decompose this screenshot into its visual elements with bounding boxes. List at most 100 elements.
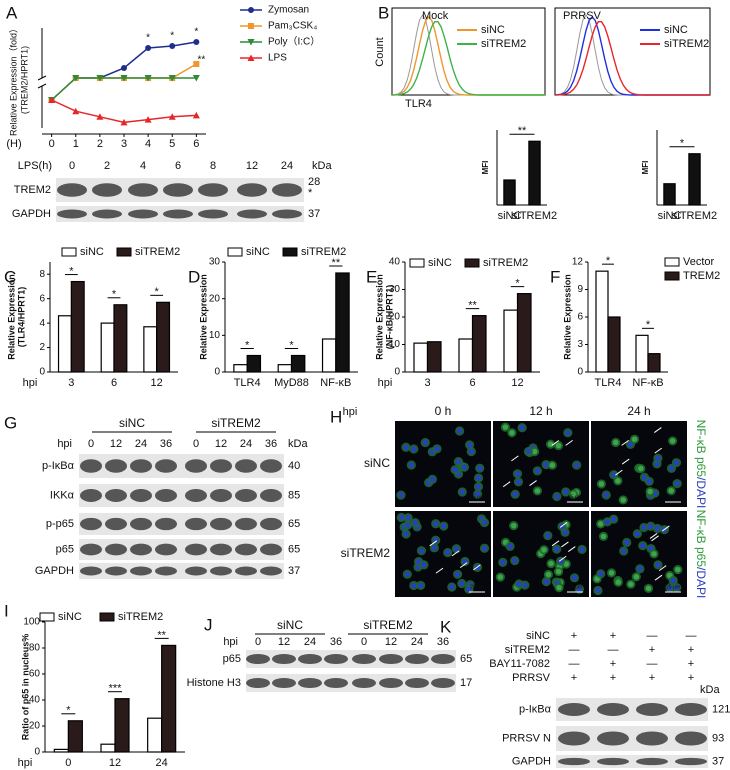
nucleus [509, 429, 515, 436]
nucleus [403, 444, 409, 451]
axis-break [37, 75, 47, 81]
blot-band [185, 489, 207, 502]
blot-band [57, 209, 87, 219]
blot-band [246, 653, 270, 665]
significance: * [245, 339, 250, 351]
row-label: GAPDH [35, 565, 74, 577]
nucleus [454, 571, 461, 578]
size-label: 40 [288, 460, 300, 472]
y-tick-label: 20 [29, 721, 41, 732]
x-tick-label: 3 [121, 138, 127, 150]
arrow [654, 574, 663, 581]
nucleus [455, 458, 462, 465]
arrow [502, 481, 511, 488]
bar [663, 183, 676, 206]
row-label: p-IκBα [519, 703, 552, 715]
y-tick-label: 8 [39, 269, 45, 280]
size-label: 93 [712, 732, 724, 744]
nucleus [474, 491, 481, 498]
lane-label: 36 [265, 438, 277, 450]
lane-label: 24 [281, 160, 293, 172]
y-axis-label: (NF-κB/HPRT1) [384, 285, 394, 350]
marker [96, 113, 104, 120]
x-tick-label: siNC [658, 210, 682, 222]
condition-sign: — [647, 630, 658, 642]
blot-band [130, 566, 152, 576]
nucleus [555, 442, 562, 449]
marker [120, 75, 128, 82]
nucleus [453, 545, 460, 552]
bar [321, 338, 337, 373]
size-label: 37 [712, 755, 724, 767]
nucleus [466, 442, 473, 448]
bar [413, 342, 429, 373]
blot-band [105, 517, 127, 531]
significance: * [155, 286, 160, 298]
significance: * [194, 27, 198, 38]
nucleus [475, 475, 482, 481]
y-tick-label: 9 [577, 284, 583, 295]
nucleus [408, 462, 415, 468]
y-tick-label: 3 [577, 339, 583, 350]
blot-strip [79, 563, 284, 579]
nucleus [452, 466, 458, 473]
bar [595, 270, 609, 373]
nucleus [462, 558, 468, 565]
nucleus [604, 519, 611, 525]
panel-letter: K [440, 617, 452, 636]
nucleus [595, 587, 601, 594]
lane-label: 12 [215, 438, 227, 450]
nucleus [603, 492, 610, 498]
scale-label: 25 μm [666, 494, 680, 500]
blot-band [675, 757, 707, 766]
legend-label: siNC [58, 611, 82, 623]
blot-band [198, 183, 228, 197]
bar [516, 293, 532, 373]
significance: ** [197, 55, 205, 66]
significance: *** [109, 683, 123, 695]
nucleus [547, 441, 554, 448]
nucleus [431, 545, 438, 551]
significance: ** [468, 300, 477, 312]
blot-band [105, 489, 127, 502]
legend-label: siNC [428, 257, 452, 269]
legend-label: siNC [80, 246, 104, 258]
nucleus [615, 478, 621, 484]
nucleus [515, 479, 522, 485]
significance: ** [157, 629, 166, 641]
blot-band [57, 183, 87, 197]
blot-band [210, 517, 232, 531]
lane-header: hpi [223, 636, 238, 648]
arrow [654, 427, 662, 433]
group-label: siNC [119, 416, 145, 430]
condition-label: siNC [526, 630, 550, 642]
group-label: siTREM2 [363, 618, 413, 632]
nucleus [562, 489, 569, 495]
arrow [559, 521, 568, 528]
nucleus [556, 584, 562, 591]
lane-label: 12 [385, 636, 397, 648]
group-label: siTREM2 [211, 416, 261, 430]
legend-label: siTREM2 [664, 38, 709, 50]
blot-band [80, 489, 102, 502]
nucleus [597, 521, 604, 527]
nucleus [570, 491, 577, 497]
arrow [621, 458, 630, 465]
x-tick-label: 6 [193, 138, 199, 150]
bar [100, 322, 115, 373]
blot-band [597, 703, 629, 716]
lane-label: 0 [361, 636, 367, 648]
row-label: Histone H3 [187, 677, 241, 689]
nucleus [412, 519, 419, 526]
blot-band [80, 566, 102, 576]
nucleus [398, 514, 405, 521]
nucleus [404, 522, 411, 528]
nucleus [434, 446, 440, 452]
x-tick-label: siNC [498, 210, 522, 222]
legend-label: Pam₃CSK₄ [268, 21, 317, 32]
nucleus [655, 562, 661, 568]
marker [168, 75, 176, 82]
y-tick-label: 0 [39, 367, 45, 378]
blot-band [130, 459, 152, 473]
blot-band [80, 459, 102, 473]
